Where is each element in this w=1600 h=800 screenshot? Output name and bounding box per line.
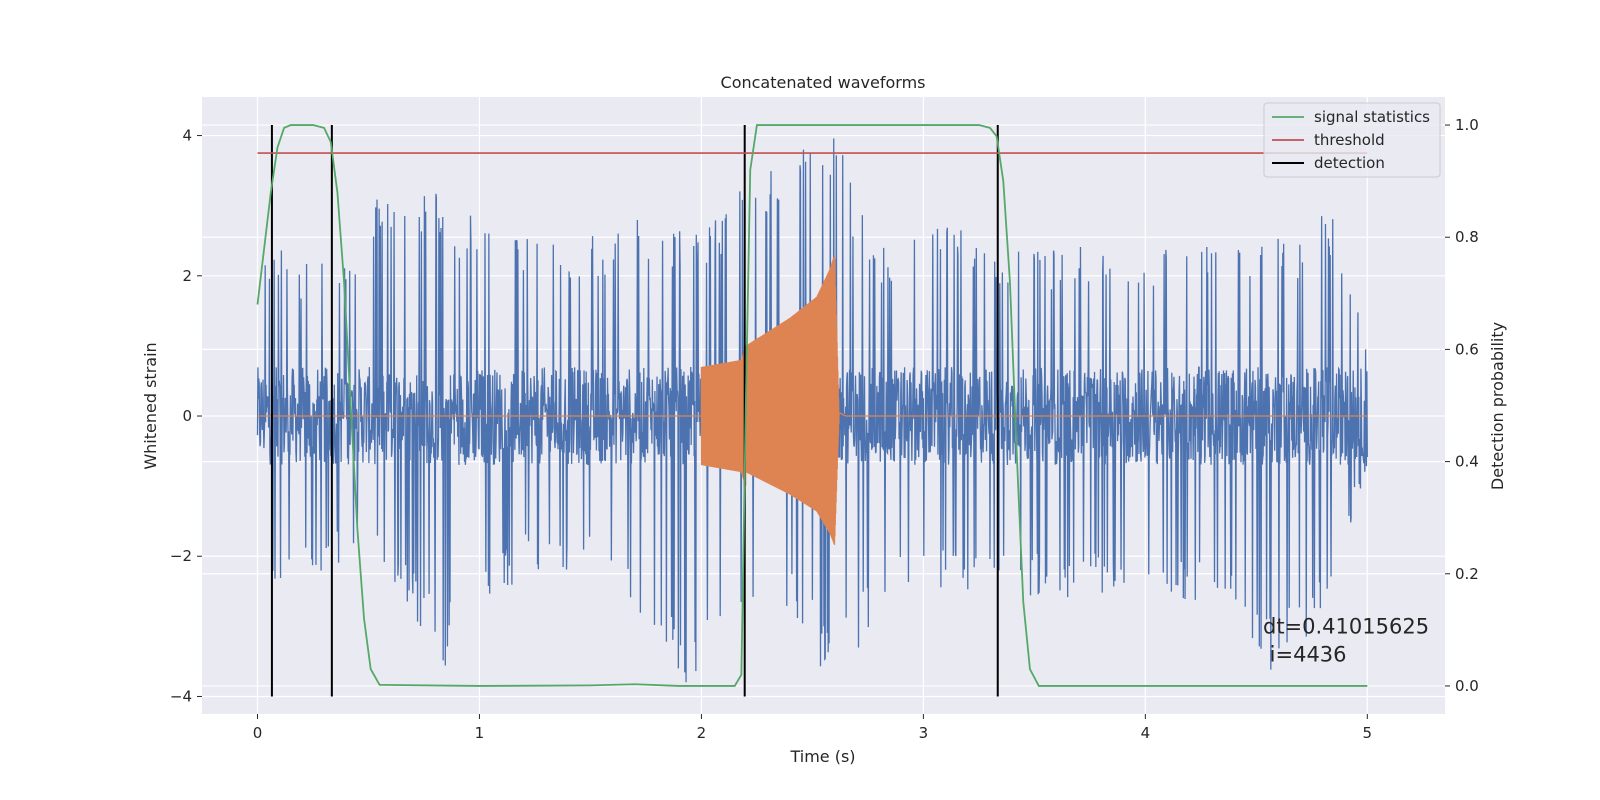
noise-series-line [256,138,1368,683]
x-tick-label: 1 [475,724,485,742]
y2-tick-label: 0.6 [1455,340,1479,358]
annotation-index: i=4436 [1263,642,1347,666]
x-axis-ticks: 0 1 2 3 4 5 [253,714,1372,742]
y-axis-ticks: −4 −2 0 2 4 [170,127,202,705]
chart-title: Concatenated waveforms [721,73,926,92]
x-tick-label: 5 [1363,724,1373,742]
legend-label-threshold: threshold [1314,131,1385,149]
plot-area [256,124,1368,697]
x-tick-label: 0 [253,724,263,742]
y2-tick-label: 0.0 [1455,677,1479,695]
annotation-dt: dt=0.41015625 [1263,614,1429,638]
legend-label-detection: detection [1314,154,1385,172]
y-tick-label: 2 [182,267,192,285]
y2-axis-ticks: 0.0 0.2 0.4 0.6 0.8 1.0 [1445,116,1479,695]
legend-label-signal-statistics: signal statistics [1314,108,1430,126]
legend-box [1263,102,1441,178]
y-tick-label: 0 [182,407,192,425]
y-tick-label: 4 [182,127,192,145]
y2-tick-label: 0.8 [1455,228,1479,246]
x-axis-label: Time (s) [789,747,855,766]
y2-tick-label: 0.2 [1455,565,1479,583]
x-tick-label: 3 [919,724,929,742]
y2-tick-label: 0.4 [1455,453,1479,471]
y-tick-label: −4 [170,687,192,705]
legend: signal statistics threshold detection [1263,102,1441,178]
x-tick-label: 4 [1141,724,1151,742]
y2-axis-label: Detection probability [1488,322,1507,490]
y-axis-label: Whitened strain [141,342,160,469]
chirp-series-line [257,255,1368,545]
y-tick-label: −2 [170,547,192,565]
signal-statistics-line [256,124,1368,687]
x-tick-label: 2 [697,724,707,742]
y2-tick-label: 1.0 [1455,116,1479,134]
